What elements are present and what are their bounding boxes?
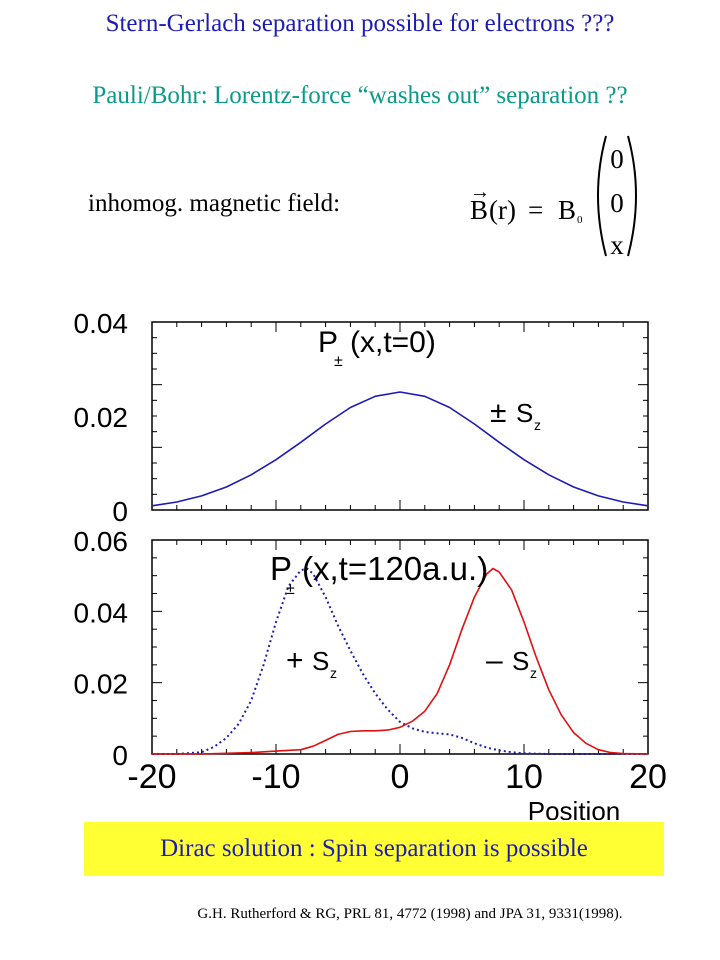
formula-component-x: 0 [610,144,624,174]
formula-vector-arrow: → [470,181,490,203]
bottom-series-blue-line [152,567,648,755]
formula-component-y: 0 [610,188,624,218]
plus-sz-annotation-sub: z [330,665,337,681]
x-tick-label: 10 [505,758,543,796]
bottom-series-red-line [152,567,649,755]
formula-b0: B [558,195,576,225]
top-annotation-sub: z [534,417,541,433]
top-annotation-sign: ± [490,396,506,429]
top-y-tick-label: 0 [112,496,128,527]
plus-sz-annotation-sign: + [286,644,304,677]
x-tick-label: 0 [391,758,410,796]
dirac-banner: Dirac solution : Spin separation is poss… [84,822,664,876]
x-tick-label: -20 [127,758,176,796]
top-series-blue-line [151,391,649,507]
bottom-curve-label-p: P [270,550,292,587]
bottom-y-tick-label: 0 [112,740,128,771]
top-annotation-s: S [516,398,533,428]
bottom-curve-label-sub: ± [286,581,295,598]
bottom-y-tick-label: 0.06 [74,526,129,557]
magnetic-field-formula: → B (r) = B 0 0 0 x [470,135,637,260]
page-subtitle: Pauli/Bohr: Lorentz-force “washes out” s… [92,82,628,109]
minus-sz-annotation-s: S [512,646,529,676]
formula-b-vector: B [470,195,488,225]
formula-equals: = [528,195,543,225]
bottom-y-tick-label: 0.02 [74,669,129,700]
top-curve-label-arg: (x,t=0) [350,326,436,359]
bottom-curve-label-arg: (x,t=120a.u.) [302,550,488,587]
formula-b0-subscript: 0 [577,214,583,226]
formula-right-paren [627,135,637,257]
citation: G.H. Rutherford & RG, PRL 81, 4772 (1998… [197,906,623,922]
x-axis-label: Position [528,796,621,820]
top-y-tick-label: 0.02 [74,402,129,433]
top-curve-label-p: P [318,326,338,359]
bottom-y-tick-label: 0.04 [74,597,129,628]
formula-left-paren [597,135,607,257]
top-curve-label-sub: ± [334,353,343,370]
minus-sz-annotation-sub: z [530,665,537,681]
formula-component-z: x [610,230,624,260]
x-tick-label: -10 [251,758,300,796]
x-tick-label: 20 [629,758,667,796]
top-y-tick-label: 0.04 [74,308,129,339]
minus-sz-annotation-sign: – [486,644,503,677]
formula-r-argument: (r) [489,195,516,225]
field-label: inhomog. magnetic field: [88,190,341,217]
plus-sz-annotation-s: S [312,646,329,676]
page-title: Stern-Gerlach separation possible for el… [105,10,615,37]
